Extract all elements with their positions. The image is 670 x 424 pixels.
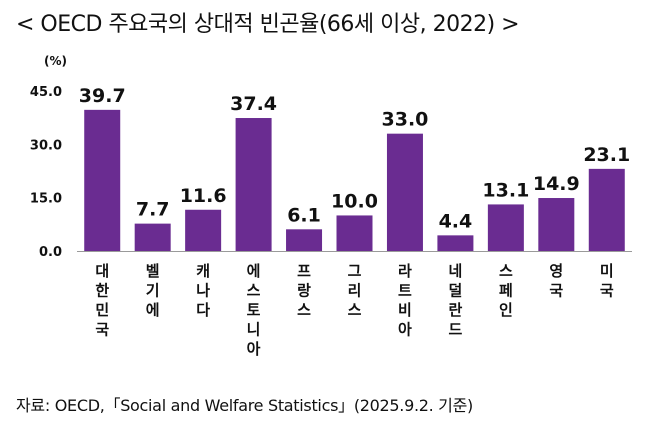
bar-value-label: 23.1 (583, 144, 630, 166)
y-axis-ticks: 0.0 15.0 30.0 45.0 (30, 85, 62, 260)
bar (588, 168, 625, 251)
bars (84, 109, 625, 252)
y-tick-label: 0.0 (39, 245, 62, 260)
bar (437, 235, 474, 251)
bar-value-label: 37.4 (230, 93, 277, 115)
y-axis-unit: (%) (44, 54, 67, 68)
bar-value-label: 14.9 (533, 173, 580, 195)
svg-text:영국: 영국 (549, 262, 563, 300)
y-tick-label: 30.0 (30, 138, 62, 153)
y-tick-label: 15.0 (30, 192, 62, 207)
bar (538, 198, 575, 251)
source-note: 자료: OECD,「Social and Welfare Statistics」… (16, 396, 473, 415)
value-labels: 39.7 7.7 11.6 37.4 6.1 10.0 33.0 4.4 13.1 14.923.… (79, 85, 630, 233)
svg-text:그리스: 그리스 (348, 262, 362, 319)
svg-text:캐나다: 캐나다 (196, 262, 210, 319)
bar (84, 109, 121, 251)
bar-value-label: 13.1 (482, 179, 529, 201)
chart-title: < OECD 주요국의 상대적 빈곤율(66세 이상, 2022) > (16, 12, 520, 37)
svg-text:스페인: 스페인 (499, 262, 513, 319)
bar-value-label: 39.7 (79, 85, 126, 107)
bar (286, 229, 323, 251)
bar-value-label: 11.6 (180, 185, 227, 207)
bar (134, 223, 171, 251)
bar (386, 133, 423, 251)
bar (185, 209, 222, 251)
y-tick-label: 45.0 (30, 85, 62, 100)
bar-value-label: 33.0 (382, 109, 429, 131)
svg-text:미국: 미국 (600, 262, 614, 300)
bar-value-label: 10.0 (331, 190, 378, 212)
svg-text:프랑스: 프랑스 (297, 262, 311, 319)
bar (487, 204, 524, 251)
bar-value-label: 7.7 (136, 199, 170, 221)
bar (336, 215, 373, 251)
bar (235, 118, 272, 252)
bar-value-label: 4.4 (439, 210, 473, 232)
bar-value-label: 6.1 (287, 204, 321, 226)
category-labels: 대 한 민 국 벨 기 에 캐 나 다 에 스 토 니 아 프 랑 스 그 리 스 라 트 비 아 네 덜 란 드 스 페 인 영 국 미 국 (95, 262, 614, 358)
svg-text:벨기에: 벨기에 (146, 262, 160, 319)
